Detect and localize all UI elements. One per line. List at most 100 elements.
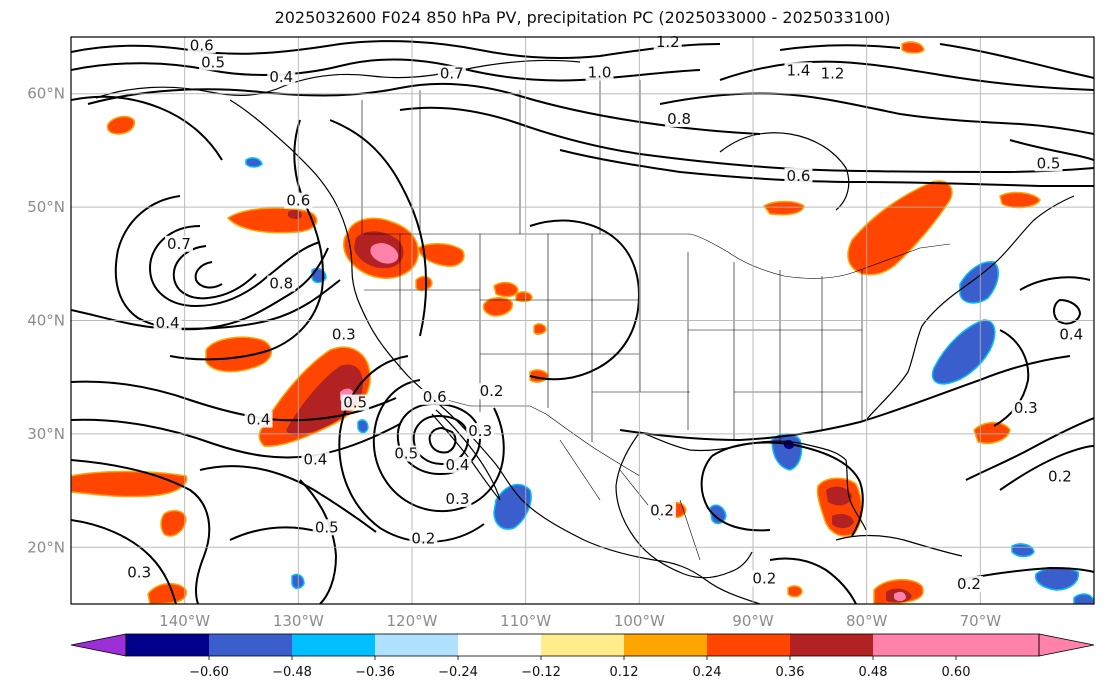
pv-contour-label: 0.5	[199, 53, 228, 71]
precip-positive-area	[826, 486, 852, 506]
pv-contour-label: 0.7	[437, 65, 466, 83]
svg-text:0.4: 0.4	[1059, 326, 1083, 344]
lon-tick-label: 120°W	[387, 612, 438, 630]
precip-positive-area	[226, 207, 318, 234]
pv-contour-line	[87, 82, 761, 135]
precip-positive-area	[205, 336, 272, 373]
colorbar-segment	[790, 634, 874, 656]
pv-contour-line	[71, 380, 397, 422]
pv-contour-line	[71, 95, 223, 161]
svg-text:0.4: 0.4	[446, 456, 470, 474]
precip-positive-area	[160, 509, 187, 537]
svg-text:0.3: 0.3	[332, 326, 356, 344]
pv-contour-line	[372, 379, 505, 513]
pv-contour-line	[148, 225, 321, 308]
colorbar-segment	[209, 634, 293, 656]
precip-positive-area	[894, 591, 906, 601]
lon-tick-label: 140°W	[159, 612, 210, 630]
precip-negative-area	[357, 419, 369, 434]
svg-text:0.3: 0.3	[127, 564, 151, 582]
province-lines	[361, 80, 641, 234]
pv-contour-line	[993, 329, 1030, 427]
svg-text:0.4: 0.4	[156, 314, 180, 332]
svg-text:0.2: 0.2	[752, 569, 776, 587]
svg-text:0.3: 0.3	[468, 422, 492, 440]
lon-tick-label: 90°W	[732, 612, 774, 630]
svg-text:0.5: 0.5	[201, 53, 225, 71]
plot-title: 2025032600 F024 850 hPa PV, precipitatio…	[274, 8, 891, 27]
colorbar-segment	[292, 634, 376, 656]
lat-tick-label: 60°N	[27, 85, 65, 103]
pv-contour-labels: 0.60.50.4 0.7 1.01.21.4 1.20.80.60.50.60.70…	[125, 33, 1086, 593]
precip-positive-area	[415, 275, 433, 291]
precip-negative-area	[245, 157, 263, 168]
precip-negative-area	[709, 504, 727, 525]
coastline-hudson	[719, 132, 850, 211]
pv-contour-line	[172, 245, 257, 300]
colorbar-tick-label: 0.36	[776, 665, 805, 680]
pv-contour-line	[529, 219, 640, 381]
pv-contour-line	[329, 119, 428, 337]
svg-text:0.2: 0.2	[480, 382, 504, 400]
svg-text:0.6: 0.6	[423, 388, 447, 406]
colorbar-segment	[126, 634, 210, 656]
pv-contour-line	[1053, 298, 1082, 325]
pv-contour-line	[711, 441, 864, 537]
svg-text:0.3: 0.3	[446, 490, 470, 508]
coastline-cuba	[835, 534, 963, 557]
precip-positive-area	[286, 364, 363, 435]
pv-contour-label: 0.5	[1034, 154, 1063, 172]
svg-text:0.5: 0.5	[394, 445, 418, 463]
precip-positive-area	[832, 514, 854, 529]
svg-text:1.4: 1.4	[787, 61, 811, 79]
pv-contour-label: 1.0	[585, 64, 614, 82]
precip-negative-area	[959, 261, 1000, 304]
pv-contour-line	[71, 58, 701, 82]
pv-contour-line	[659, 92, 1094, 135]
colorbar-extend-max	[1038, 633, 1095, 657]
precip-negative-area	[493, 483, 532, 530]
precip-positive-area	[147, 582, 188, 604]
pv-contour-label: 0.2	[477, 382, 506, 400]
svg-text:0.4: 0.4	[303, 450, 327, 468]
colorbar-segment	[873, 634, 957, 656]
pv-contour-line	[71, 459, 211, 604]
pv-contour-line	[1009, 139, 1094, 161]
svg-text:0.2: 0.2	[650, 501, 674, 519]
precip-negative-area	[1011, 543, 1035, 558]
svg-text:0.2: 0.2	[957, 575, 981, 593]
precip-positive-area	[71, 470, 188, 498]
colorbar-tick-label: −0.60	[189, 665, 229, 680]
precip-negative-area	[1034, 567, 1079, 591]
pv-contour-label: 1.2	[818, 65, 847, 83]
colorbar-tick-label: 0.24	[693, 665, 722, 680]
svg-text:0.5: 0.5	[343, 394, 367, 412]
pv-contour-label: 0.2	[409, 530, 438, 548]
pv-contour-line	[619, 355, 1071, 442]
pv-contour-label: 0.4	[1057, 326, 1086, 344]
svg-text:0.6: 0.6	[190, 36, 214, 54]
svg-text:0.7: 0.7	[440, 65, 464, 83]
precip-shading	[71, 41, 1094, 604]
precip-positive-area	[370, 243, 399, 264]
pv-contour-label: 0.2	[1045, 467, 1074, 485]
colorbar-segment	[624, 634, 708, 656]
coastline-atlantic	[865, 195, 1075, 421]
colorbar-tick-label: 0.60	[942, 665, 971, 680]
lon-tick-label: 110°W	[500, 612, 551, 630]
pv-contour-label: 0.8	[267, 274, 296, 292]
pv-contour-label: 0.5	[312, 518, 341, 536]
pv-contour-line	[428, 426, 457, 454]
precip-positive-area	[533, 323, 547, 335]
pv-contour-label: 0.3	[1011, 399, 1040, 417]
lat-tick-label: 30°N	[27, 425, 65, 443]
svg-text:1.2: 1.2	[821, 65, 845, 83]
pv-contour-label: 0.5	[392, 445, 421, 463]
pv-contour-label: 0.3	[443, 490, 472, 508]
precip-positive-area	[417, 243, 465, 267]
lat-tick-label: 50°N	[27, 198, 65, 216]
lon-tick-label: 70°W	[960, 612, 1002, 630]
coastline-baja	[431, 409, 501, 501]
longitude-tick-labels: 140°W 130°W 120°W 110°W 100°W 90°W 80°W 70°W	[159, 612, 1001, 630]
pv-contour-line	[71, 40, 721, 59]
